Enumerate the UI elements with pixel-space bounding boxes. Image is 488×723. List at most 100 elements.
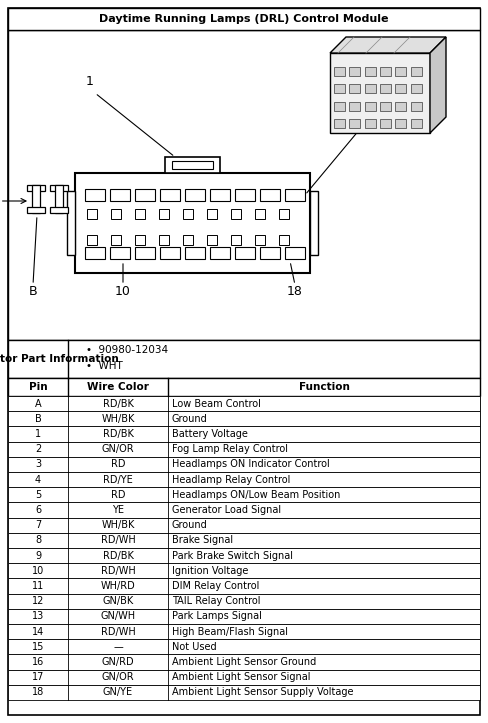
Bar	[380, 84, 391, 93]
Text: WH/RD: WH/RD	[101, 581, 135, 591]
Text: RD/BK: RD/BK	[102, 429, 133, 439]
Text: RD/BK: RD/BK	[102, 551, 133, 560]
Bar	[159, 209, 169, 219]
Bar	[231, 209, 241, 219]
Bar	[235, 189, 255, 201]
Text: RD/YE: RD/YE	[103, 474, 133, 484]
Bar	[207, 235, 217, 245]
Text: 11: 11	[32, 581, 44, 591]
Bar	[334, 101, 345, 111]
Bar	[8, 654, 480, 669]
Text: 1: 1	[86, 75, 94, 88]
Text: Headlamps ON/Low Beam Position: Headlamps ON/Low Beam Position	[172, 489, 340, 500]
Bar	[349, 67, 360, 75]
Text: Wire Color: Wire Color	[87, 382, 149, 392]
Bar	[185, 247, 205, 259]
Bar	[8, 533, 480, 548]
Bar	[235, 247, 255, 259]
Bar	[160, 247, 180, 259]
Bar	[380, 101, 391, 111]
Bar	[349, 84, 360, 93]
Text: GN/OR: GN/OR	[102, 444, 134, 454]
Text: 4: 4	[35, 474, 41, 484]
Text: Ambient Light Sensor Signal: Ambient Light Sensor Signal	[172, 672, 310, 683]
Text: Daytime Running Lamps (DRL) Control Module: Daytime Running Lamps (DRL) Control Modu…	[99, 14, 389, 24]
Text: 8: 8	[35, 536, 41, 545]
Bar	[87, 235, 97, 245]
Bar	[111, 209, 121, 219]
Text: Brake Signal: Brake Signal	[172, 536, 233, 545]
Text: Ambient Light Sensor Supply Voltage: Ambient Light Sensor Supply Voltage	[172, 688, 353, 698]
Bar	[8, 578, 480, 594]
Text: A: A	[0, 194, 26, 208]
Text: GN/RD: GN/RD	[102, 657, 134, 667]
Text: Fog Lamp Relay Control: Fog Lamp Relay Control	[172, 444, 288, 454]
Text: Function: Function	[299, 382, 349, 392]
Bar	[8, 457, 480, 472]
Bar	[27, 185, 45, 191]
Bar	[365, 84, 376, 93]
Text: High Beam/Flash Signal: High Beam/Flash Signal	[172, 627, 288, 636]
Bar	[85, 189, 105, 201]
Text: 15: 15	[32, 642, 44, 652]
Bar	[159, 235, 169, 245]
Text: 10: 10	[32, 566, 44, 576]
Bar	[111, 235, 121, 245]
Bar	[135, 209, 145, 219]
Bar	[135, 189, 155, 201]
Text: RD/WH: RD/WH	[101, 566, 135, 576]
Bar	[395, 84, 407, 93]
Bar	[32, 185, 40, 213]
Bar	[255, 235, 265, 245]
Bar	[185, 189, 205, 201]
Bar	[8, 396, 480, 411]
Text: 10: 10	[115, 285, 131, 298]
Bar	[8, 518, 480, 533]
Text: Park Lamps Signal: Park Lamps Signal	[172, 612, 262, 621]
Text: 14: 14	[32, 627, 44, 636]
Bar	[330, 53, 430, 133]
Bar	[8, 378, 480, 396]
Bar	[231, 235, 241, 245]
Bar	[279, 209, 289, 219]
Bar	[8, 411, 480, 427]
Bar	[210, 189, 230, 201]
Text: 17: 17	[32, 672, 44, 683]
Bar	[279, 235, 289, 245]
Bar	[334, 84, 345, 93]
Bar	[260, 247, 280, 259]
Bar	[380, 119, 391, 128]
Text: RD: RD	[111, 489, 125, 500]
Bar	[395, 67, 407, 75]
Bar	[8, 609, 480, 624]
Text: 6: 6	[35, 505, 41, 515]
Text: 1: 1	[35, 429, 41, 439]
Bar	[50, 185, 68, 191]
Bar	[8, 427, 480, 442]
Bar	[334, 67, 345, 75]
Text: Headlamp Relay Control: Headlamp Relay Control	[172, 474, 290, 484]
Text: DIM Relay Control: DIM Relay Control	[172, 581, 260, 591]
Bar	[349, 101, 360, 111]
Text: Battery Voltage: Battery Voltage	[172, 429, 248, 439]
Bar	[8, 30, 480, 340]
Bar	[285, 189, 305, 201]
Text: •  90980-12034: • 90980-12034	[86, 345, 168, 355]
Text: WH/BK: WH/BK	[102, 414, 135, 424]
Text: Headlamps ON Indicator Control: Headlamps ON Indicator Control	[172, 459, 330, 469]
Text: Ambient Light Sensor Ground: Ambient Light Sensor Ground	[172, 657, 316, 667]
Bar	[110, 247, 130, 259]
Text: 9: 9	[35, 551, 41, 560]
Text: Pin: Pin	[29, 382, 47, 392]
Bar	[8, 639, 480, 654]
Bar	[365, 101, 376, 111]
Bar	[27, 207, 45, 213]
Bar	[285, 247, 305, 259]
Text: 5: 5	[35, 489, 41, 500]
Text: A: A	[35, 398, 41, 408]
Bar	[210, 247, 230, 259]
Text: GN/WH: GN/WH	[101, 612, 136, 621]
Bar	[172, 161, 213, 169]
Text: RD/BK: RD/BK	[102, 398, 133, 408]
Text: B: B	[29, 285, 37, 298]
